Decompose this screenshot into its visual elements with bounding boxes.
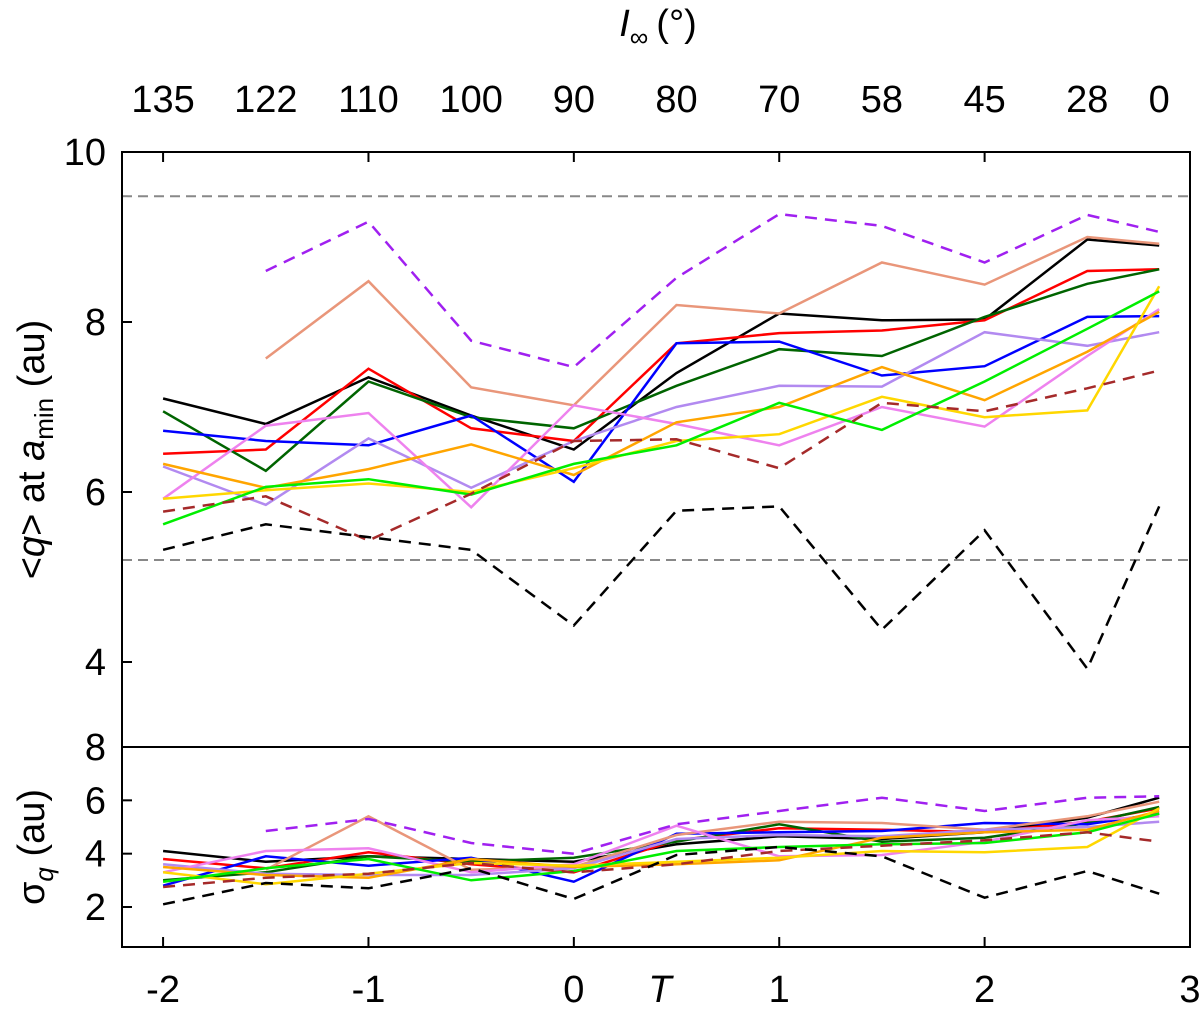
ylabel-part: (au) (11, 789, 53, 867)
xtick-label: 1 (769, 969, 790, 1010)
xtick-label: 3 (1179, 969, 1200, 1010)
xtick-label: -1 (352, 969, 386, 1010)
top-axis-tick-label: 100 (439, 79, 502, 121)
ylabel-part: < (11, 557, 53, 579)
top-series-group (162, 212, 1161, 672)
bottom-series-purple-dashed (265, 795, 1160, 855)
ylabel-part: a (11, 440, 53, 461)
ylabel-part: q (11, 536, 53, 557)
ylabel-part: (au) (11, 320, 53, 398)
top-series-violet (162, 308, 1160, 510)
top-axis-tick-label: 58 (861, 79, 903, 121)
bottom-series-salmon (265, 800, 1160, 871)
top-ytick-label: 8 (85, 302, 106, 344)
top-axis-title-symbol: I (619, 3, 630, 45)
top-series-purple-dashed (265, 212, 1160, 369)
top-series-blue (162, 314, 1160, 484)
top-series-black-dashed (162, 505, 1161, 672)
top-axis-tick-label: 28 (1066, 79, 1108, 121)
bottom-ytick-label: 2 (85, 887, 106, 929)
top-axis-title: I∞ (°) (619, 3, 697, 52)
bottom-ytick-label: 8 (85, 727, 106, 769)
bottom-series-brown-dashed (162, 831, 1160, 889)
xtick-label: 0 (563, 969, 584, 1010)
top-axis-tick-label: 110 (338, 79, 399, 121)
bottom-ytick-label: 6 (85, 780, 106, 822)
bottom-series-group (162, 795, 1160, 906)
top-series-black (162, 238, 1160, 451)
top-y-axis-title: <q> at amin (au) (11, 320, 59, 580)
top-series-lime (162, 290, 1160, 526)
top-axis-tick-label: 80 (655, 79, 697, 121)
top-series-brown-dashed (162, 369, 1160, 542)
top-series-salmon (265, 235, 1160, 407)
top-series-darkgreen (162, 268, 1160, 473)
bottom-ytick-label: 4 (85, 834, 106, 876)
top-ytick-label: 6 (85, 472, 106, 514)
top-axis-tick-label: 45 (963, 79, 1005, 121)
ylabel-part: σ (11, 882, 53, 905)
xtick-label: 2 (974, 969, 995, 1010)
bottom-y-axis-title: σq (au) (11, 789, 59, 905)
top-ytick-label: 4 (85, 642, 106, 684)
top-series-gold (162, 285, 1161, 501)
top-ytick-label: 10 (64, 132, 106, 174)
ylabel-part: q (29, 867, 59, 882)
x-axis-title: T (648, 969, 674, 1010)
top-axis-tick-label: 70 (758, 79, 800, 121)
top-axis-tick-label: 135 (131, 79, 194, 121)
bottom-series-violet (162, 815, 1160, 874)
ylabel-part: min (29, 398, 59, 440)
bottom-series-gold (162, 807, 1160, 886)
bottom-panel-frame (121, 746, 1191, 948)
top-series-orange (162, 310, 1160, 490)
bottom-series-black-dashed (162, 845, 1160, 906)
bottom-series-lime (162, 812, 1160, 883)
top-series-red (163, 268, 1160, 456)
top-axis-tick-label: 0 (1149, 79, 1170, 121)
top-series-mediumpurple (162, 330, 1160, 507)
top-axis-tick-label: 90 (553, 79, 595, 121)
top-axis-title-unit: (°) (656, 3, 697, 45)
xtick-label: -2 (146, 969, 180, 1010)
ylabel-part: > at (11, 461, 53, 536)
top-axis-tick-label: 122 (234, 79, 297, 121)
top-axis-title-subscript: ∞ (630, 22, 649, 52)
